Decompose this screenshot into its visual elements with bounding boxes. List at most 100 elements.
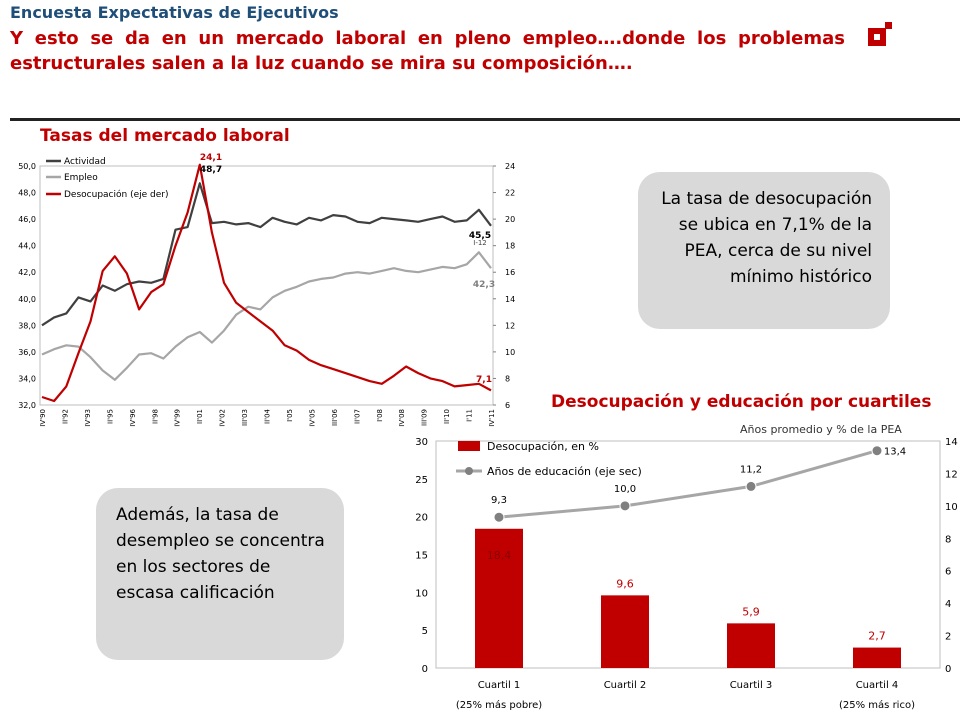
- chart2-ytick-left: 25: [415, 475, 428, 486]
- chart1-xtick-label: IV'11: [488, 409, 496, 427]
- chart2-ytick-right: 10: [945, 502, 958, 513]
- chart2-ytick-right: 12: [945, 469, 958, 480]
- chart1-xtick-label: III'06: [331, 408, 339, 426]
- chart2-category-label: Cuartil 4: [856, 680, 899, 691]
- chart2-category-label: Cuartil 1: [478, 680, 521, 691]
- chart1-ytick-right: 24: [505, 162, 515, 171]
- page-title: Y esto se da en un mercado laboral en pl…: [10, 26, 845, 76]
- chart2-ytick-right: 4: [945, 599, 951, 610]
- chart1-series-line: [41, 182, 492, 327]
- chart1-annotation-peak-activity: 48,7: [200, 165, 222, 175]
- logo-icon: [868, 22, 892, 46]
- chart1-ytick-left: 40,0: [18, 295, 36, 304]
- chart1-plot-area: [39, 165, 494, 406]
- chart2-education-point: [493, 511, 505, 523]
- chart2-category-sublabel: (25% más rico): [839, 699, 915, 711]
- chart1-xtick-label: II'01: [196, 409, 204, 424]
- chart2-ytick-left: 10: [415, 588, 428, 599]
- header-divider: [10, 118, 960, 121]
- chart1-ytick-right: 6: [505, 401, 510, 410]
- chart2-education-label: 13,4: [884, 447, 906, 458]
- chart1-xtick-label: IV'90: [39, 409, 47, 427]
- chart2-legend-label-line: Años de educación (eje sec): [487, 465, 642, 478]
- chart1-ytick-left: 34,0: [18, 374, 36, 383]
- chart2-bar: [475, 528, 523, 668]
- chart1-ytick-left: 48,0: [18, 189, 36, 198]
- chart2-title: Desocupación y educación por cuartiles: [551, 392, 932, 412]
- chart2-legend-label-bar: Desocupación, en %: [487, 440, 599, 453]
- title-line-2: estructurales salen a la luz cuando se m…: [10, 53, 633, 74]
- chart1-series-line: [41, 251, 492, 381]
- chart1-ytick-right: 8: [505, 374, 510, 383]
- chart2-category-sublabel: (25% más pobre): [456, 699, 542, 711]
- chart1-xtick-label: I'05: [286, 409, 294, 422]
- chart1-xtick-label: III'03: [241, 409, 249, 426]
- chart1-legend-label: Desocupación (eje der): [64, 189, 168, 200]
- chart1-legend-label: Actividad: [64, 157, 106, 167]
- chart1-annotation-activity-last: 45,5: [469, 231, 491, 241]
- chart2-education-point: [871, 445, 883, 457]
- chart1-ytick-left: 42,0: [18, 268, 36, 277]
- chart1-annotation-unemp-last: 7,1: [476, 375, 492, 385]
- chart1-xtick-label: IV'96: [129, 408, 137, 426]
- chart1-ytick-right: 18: [505, 242, 515, 251]
- chart1-xtick-label: IV'93: [84, 409, 92, 427]
- chart2-bar-label: 9,6: [616, 577, 634, 590]
- chart2-ytick-right: 2: [945, 632, 951, 643]
- chart2-education-label: 11,2: [740, 464, 762, 475]
- chart1-ytick-left: 50,0: [18, 162, 36, 171]
- chart1-xtick-label: IV'02: [219, 409, 227, 427]
- chart2-education-point: [619, 500, 631, 512]
- chart2-ytick-left: 20: [415, 513, 428, 524]
- chart1-ytick-right: 14: [505, 295, 515, 304]
- chart1-xtick-label: I'11: [466, 409, 474, 422]
- callout-low-skill: Además, la tasa de desempleo se concentr…: [96, 488, 344, 660]
- chart2-bar: [601, 595, 649, 668]
- chart1-ytick-right: 20: [505, 215, 515, 224]
- chart1-xtick-label: IV'05: [308, 409, 316, 427]
- chart2-ytick-right: 0: [945, 664, 951, 675]
- chart2-bar-label: 18,4: [487, 549, 512, 562]
- chart1-xtick-label: III'09: [421, 409, 429, 426]
- chart1-ytick-left: 46,0: [18, 215, 36, 224]
- chart2-ytick-right: 6: [945, 567, 951, 578]
- chart2-axis-note: Años promedio y % de la PEA: [740, 423, 902, 436]
- chart1-xtick-label: II'07: [353, 409, 361, 424]
- chart1-ytick-right: 22: [505, 189, 515, 198]
- callout-unemployment-rate: La tasa de desocupación se ubica en 7,1%…: [638, 172, 890, 329]
- chart1-ytick-left: 38,0: [18, 321, 36, 330]
- chart2-bar: [853, 647, 901, 668]
- chart1-xtick-label: II'10: [443, 409, 451, 424]
- chart1-ytick-left: 32,0: [18, 401, 36, 410]
- chart1-title: Tasas del mercado laboral: [40, 126, 290, 146]
- chart1-ytick-right: 12: [505, 321, 515, 330]
- chart1-ytick-right: 10: [505, 348, 515, 357]
- chart1-xtick-label: II'92: [62, 409, 70, 424]
- chart2-bar-label: 2,7: [868, 630, 886, 643]
- chart2-bar: [727, 623, 775, 668]
- chart1-annotation-employment-last: 42,3: [473, 280, 495, 290]
- chart2-ytick-left: 0: [422, 664, 428, 675]
- title-line-1: Y esto se da en un mercado laboral en pl…: [10, 28, 845, 49]
- chart2-ytick-right: 14: [945, 437, 958, 448]
- chart2-ytick-left: 30: [415, 437, 428, 448]
- chart2-ytick-right: 8: [945, 534, 951, 545]
- chart1-ytick-left: 36,0: [18, 348, 36, 357]
- chart1-series-line: [41, 163, 492, 403]
- chart2-plot-area: [435, 440, 941, 669]
- chart2-education-point: [745, 480, 757, 492]
- chart1-xtick-label: II'95: [106, 409, 114, 424]
- chart1-xtick-label: I'08: [376, 409, 384, 422]
- chart2-education-label: 9,3: [491, 495, 507, 506]
- callout-left-text: Además, la tasa de desempleo se concentr…: [116, 505, 325, 603]
- chart2-education-label: 10,0: [614, 484, 636, 495]
- callout-right-text: La tasa de desocupación se ubica en 7,1%…: [661, 189, 872, 287]
- chart2-category-label: Cuartil 3: [730, 680, 773, 691]
- chart2-legend-swatch-marker: [465, 467, 473, 475]
- chart1-xtick-label: II'04: [264, 408, 272, 424]
- chart2-bar-label: 5,9: [742, 605, 760, 618]
- chart2-ytick-left: 15: [415, 551, 428, 562]
- chart1-annotation-period: I-12: [473, 239, 487, 247]
- chart2-legend-swatch-bar: [458, 441, 480, 451]
- chart2-category-label: Cuartil 2: [604, 680, 647, 691]
